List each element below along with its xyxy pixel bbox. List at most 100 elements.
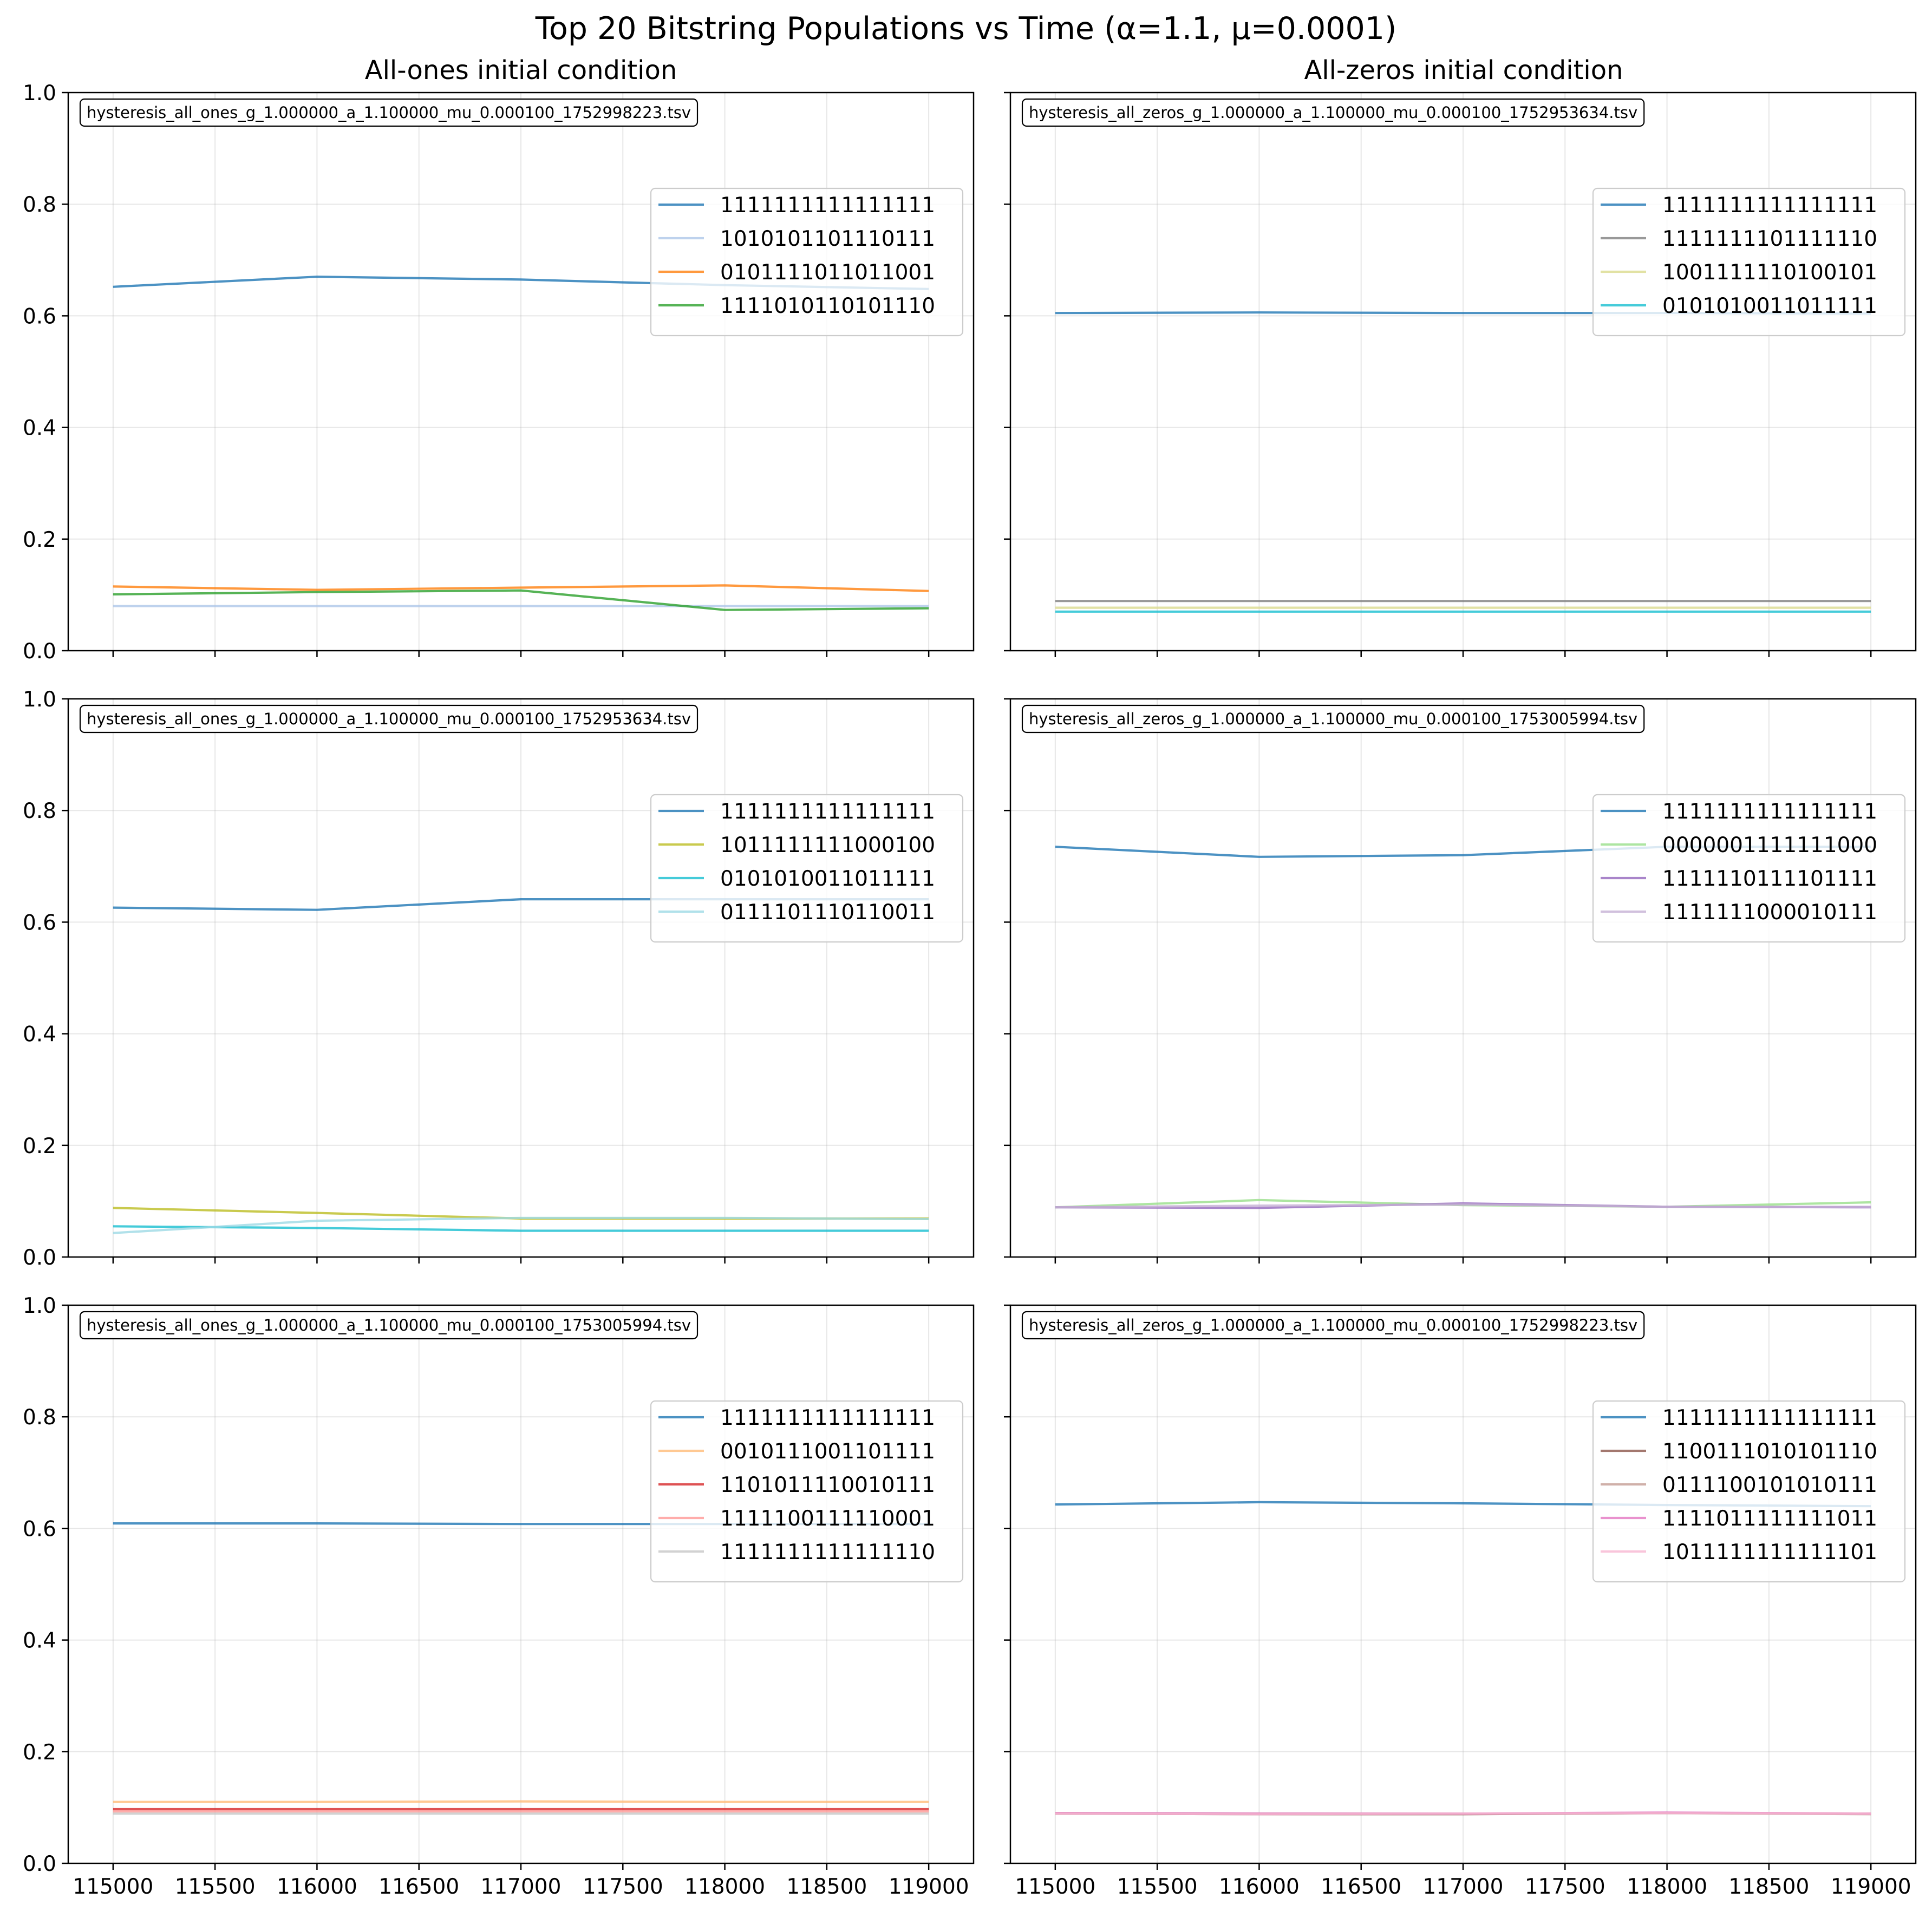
- legend-entry-1: 1111111111111111: [1662, 800, 1877, 824]
- legend-entry-3: 0101010011011111: [720, 867, 935, 891]
- legend: 1111111111111111 0000001111111000 11111101…: [1592, 794, 1906, 943]
- x-tick-label: 115000: [73, 1875, 153, 1899]
- file-label-box: [79, 98, 699, 127]
- y-tick-label: 1.0: [23, 1294, 56, 1318]
- y-tick-label: 0.4: [23, 416, 56, 441]
- x-tick-label: 119000: [1831, 1875, 1911, 1899]
- file-label: hysteresis_all_zeros_g_1.000000_a_1.1000…: [1021, 704, 1645, 734]
- legend-entry-4: 1111111000010111: [1662, 900, 1877, 925]
- y-tick-label: 0.2: [23, 528, 56, 552]
- x-tick-label: 119000: [889, 1875, 969, 1899]
- y-tick-label: 0.4: [23, 1629, 56, 1653]
- subplot-5: 0.0 0.2 0.4 0.6 0.8 1.0 115000 115500 116000 1165…: [23, 1294, 975, 1899]
- legend: 1111111111111111 1111111101111110 10011111…: [1592, 187, 1906, 337]
- y-tick-label: 1.0: [23, 81, 56, 106]
- x-tick-label: 116000: [277, 1875, 357, 1899]
- file-label-text: hysteresis_all_ones_g_1.000000_a_1.10000…: [87, 1316, 691, 1334]
- figure-title: Top 20 Bitstring Populations vs Time (α=…: [535, 11, 1397, 47]
- legend-entry-3: 1101011110010111: [720, 1473, 935, 1497]
- file-label-box: [79, 704, 699, 734]
- legend-entry-1: 1111111111111111: [720, 800, 935, 824]
- x-tick-label: 117000: [481, 1875, 562, 1899]
- legend-entry-5: 1111111111111110: [720, 1540, 935, 1564]
- legend-entry-1: 1111111111111111: [1662, 1406, 1877, 1430]
- legend-entry-1: 1111111111111111: [1662, 193, 1877, 218]
- y-tick-label: 0.0: [23, 1852, 56, 1876]
- x-tick-label: 116500: [1321, 1875, 1401, 1899]
- legend-entry-1: 1111111111111111: [720, 193, 935, 218]
- column-title-all-ones: All-ones initial condition: [365, 55, 677, 86]
- legend-entry-4: 1111011111111011: [1662, 1507, 1877, 1531]
- legend-box: [650, 187, 964, 337]
- legend-entry-3: 0111100101010111: [1662, 1473, 1877, 1497]
- file-label-box: [1021, 704, 1645, 734]
- series-line-4: [113, 1216, 929, 1234]
- subplot-4: hysteresis_all_zeros_g_1.000000_a_1.1000…: [1004, 698, 1917, 1264]
- legend-box: [1592, 1400, 1906, 1583]
- y-tick-label: 0.2: [23, 1134, 56, 1158]
- x-tick-label: 117500: [583, 1875, 663, 1899]
- subplot-6: 115000 115500 116000 116500 117000 117500 1180…: [1004, 1304, 1917, 1899]
- file-label: hysteresis_all_ones_g_1.000000_a_1.10000…: [79, 98, 699, 127]
- legend: 1111111111111111 1011111111000100 01010100…: [650, 794, 964, 943]
- legend: 1111111111111111 0010111001101111 11010111…: [650, 1400, 964, 1583]
- legend-box: [1592, 187, 1906, 337]
- file-label-text: hysteresis_all_zeros_g_1.000000_a_1.1000…: [1029, 1316, 1637, 1334]
- legend-entry-4: 1111010110101110: [720, 294, 935, 318]
- legend-entry-1: 1111111111111111: [720, 1406, 935, 1430]
- column-title-all-zeros: All-zeros initial condition: [1304, 55, 1623, 86]
- x-tick-label: 115000: [1015, 1875, 1095, 1899]
- file-label: hysteresis_all_ones_g_1.000000_a_1.10000…: [79, 1311, 699, 1340]
- series-line-4: [1055, 1203, 1871, 1209]
- y-tick-label: 0.6: [23, 1517, 56, 1541]
- x-tick-label: 118500: [1728, 1875, 1809, 1899]
- y-tick-label: 0.8: [23, 1405, 56, 1430]
- subplot-grid: 0.0 0.2 0.4 0.6 0.8 1.0 hysteresis_all_ones_g_…: [23, 81, 1917, 1899]
- legend-entry-5: 1011111111111101: [1662, 1540, 1877, 1564]
- legend-entry-4: 0101010011011111: [1662, 294, 1877, 318]
- subplot-1: 0.0 0.2 0.4 0.6 0.8 1.0 hysteresis_all_ones_g_…: [23, 81, 975, 664]
- legend-box: [650, 1400, 964, 1583]
- y-tick-label: 0.0: [23, 639, 56, 664]
- subplot-2: hysteresis_all_zeros_g_1.000000_a_1.1000…: [1004, 91, 1917, 657]
- y-tick-label: 0.4: [23, 1023, 56, 1047]
- file-label-text: hysteresis_all_zeros_g_1.000000_a_1.1000…: [1029, 103, 1637, 122]
- y-tick-label: 0.6: [23, 304, 56, 329]
- series-line-4: [113, 589, 929, 611]
- y-tick-label: 1.0: [23, 688, 56, 712]
- legend-entry-2: 0010111001101111: [720, 1439, 935, 1464]
- x-tick-label: 118500: [786, 1875, 867, 1899]
- x-tick-label: 117500: [1525, 1875, 1605, 1899]
- file-label-text: hysteresis_all_ones_g_1.000000_a_1.10000…: [87, 710, 691, 728]
- legend-entry-3: 0101111011011001: [720, 260, 935, 285]
- legend-entry-3: 1001111110100101: [1662, 260, 1877, 285]
- x-tick-label: 115500: [175, 1875, 256, 1899]
- legend-entry-4: 1111100111110001: [720, 1507, 935, 1531]
- legend-entry-2: 1010101101110111: [720, 227, 935, 251]
- file-label-box: [79, 1311, 699, 1340]
- legend-entry-2: 1011111111000100: [720, 833, 935, 857]
- legend: 1111111111111111 1100111010101110 01111001…: [1592, 1400, 1906, 1583]
- y-tick-label: 0.8: [23, 799, 56, 823]
- y-tick-label: 0.8: [23, 193, 56, 217]
- x-tick-label: 116500: [378, 1875, 459, 1899]
- file-label-box: [1021, 98, 1645, 127]
- legend-entry-2: 0000001111111000: [1662, 833, 1877, 857]
- x-tick-label: 118000: [684, 1875, 765, 1899]
- file-label: hysteresis_all_zeros_g_1.000000_a_1.1000…: [1021, 1311, 1645, 1340]
- series-line-3: [113, 1225, 929, 1232]
- file-label: hysteresis_all_ones_g_1.000000_a_1.10000…: [79, 704, 699, 734]
- subplot-3: 0.0 0.2 0.4 0.6 0.8 1.0 hysteresis_all_ones_g_…: [23, 688, 975, 1270]
- file-label-box: [1021, 1311, 1645, 1340]
- series-line-3: [113, 584, 929, 592]
- x-tick-label: 117000: [1423, 1875, 1504, 1899]
- y-tick-label: 0.6: [23, 911, 56, 935]
- legend-entry-4: 0111101110110011: [720, 900, 935, 925]
- x-tick-label: 118000: [1627, 1875, 1707, 1899]
- file-label-text: hysteresis_all_ones_g_1.000000_a_1.10000…: [87, 103, 691, 122]
- series-line-5: [1055, 1812, 1871, 1816]
- legend: 1111111111111111 1010101101110111 01011110…: [650, 187, 964, 337]
- y-tick-label: 0.0: [23, 1246, 56, 1270]
- legend-entry-3: 1111110111101111: [1662, 867, 1877, 891]
